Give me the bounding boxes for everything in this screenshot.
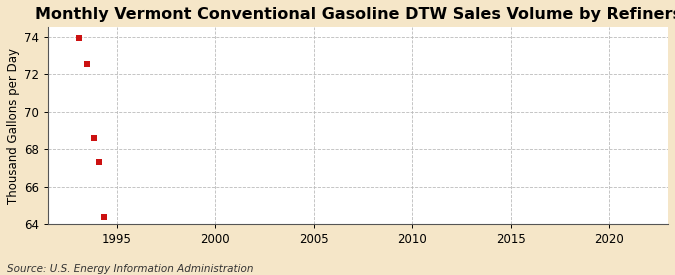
Point [82, 62, 93, 66]
Point [99, 215, 109, 220]
Point [94, 160, 105, 164]
Title: Monthly Vermont Conventional Gasoline DTW Sales Volume by Refiners: Monthly Vermont Conventional Gasoline DT… [34, 7, 675, 22]
Point [88, 136, 99, 140]
Point [74, 35, 84, 40]
Text: Source: U.S. Energy Information Administration: Source: U.S. Energy Information Administ… [7, 264, 253, 274]
Y-axis label: Thousand Gallons per Day: Thousand Gallons per Day [7, 48, 20, 204]
